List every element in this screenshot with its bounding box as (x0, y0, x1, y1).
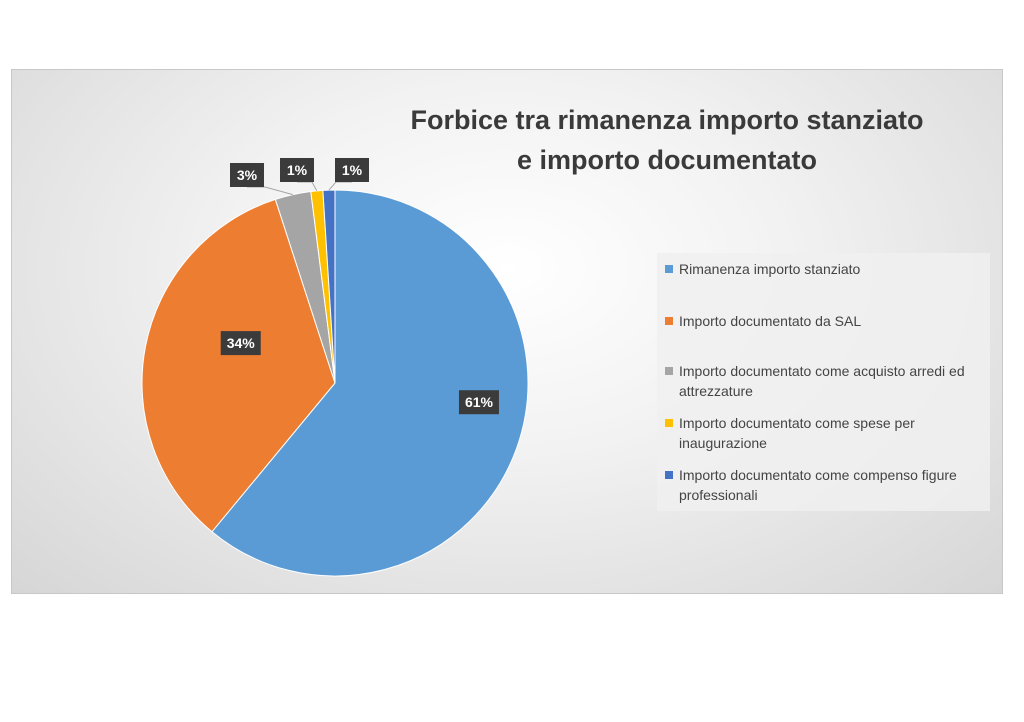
pie-slice-4 (322, 189, 336, 384)
legend-swatch-rimanenza (665, 265, 673, 273)
data-label-text-1: 34% (227, 335, 256, 351)
data-label-text-2: 3% (237, 167, 258, 183)
pie-slice-0 (211, 189, 529, 577)
legend-item-inaugurazione: Importo documentato come spese per inaug… (665, 413, 983, 453)
legend-label-sal: Importo documentato da SAL (679, 313, 862, 329)
leader-line-3 (297, 181, 318, 192)
chart-title-line-1: Forbice tra rimanenza importo stanziato (410, 105, 924, 135)
data-label-text-4: 1% (342, 162, 363, 178)
chart-title: Forbice tra rimanenza importo stanziato … (357, 100, 977, 180)
legend-swatch-inaugurazione (665, 419, 673, 427)
pie-chart: 61% 34% 3% 1% 1% (141, 158, 529, 577)
legend-label-rimanenza: Rimanenza importo stanziato (679, 261, 861, 277)
legend-label-inaugurazione: Importo documentato come spese per inaug… (679, 415, 915, 451)
chart-area: Forbice tra rimanenza importo stanziato … (11, 69, 1003, 594)
legend-label-arredi: Importo documentato come acquisto arredi… (679, 363, 965, 399)
leader-line-2 (247, 186, 294, 196)
legend-item-rimanenza: Rimanenza importo stanziato (665, 259, 983, 279)
legend-item-compenso: Importo documentato come compenso figure… (665, 465, 983, 505)
data-label-2: 3% (230, 163, 264, 187)
legend-item-sal: Importo documentato da SAL (665, 311, 983, 331)
leader-line-4 (328, 181, 352, 191)
pie-slice-1 (141, 198, 336, 533)
data-label-3: 1% (280, 158, 314, 182)
legend-item-arredi: Importo documentato come acquisto arredi… (665, 361, 983, 401)
legend: Rimanenza importo stanziato Importo docu… (657, 253, 990, 511)
data-label-0: 61% (458, 390, 499, 415)
chart-title-line-2: e importo documentato (516, 145, 817, 175)
legend-label-compenso: Importo documentato come compenso figure… (679, 467, 957, 503)
data-label-1: 34% (220, 331, 261, 356)
data-label-text-0: 61% (465, 394, 494, 410)
data-label-4: 1% (335, 158, 369, 182)
legend-swatch-arredi (665, 367, 673, 375)
legend-swatch-compenso (665, 471, 673, 479)
data-label-text-3: 1% (287, 162, 308, 178)
legend-swatch-sal (665, 317, 673, 325)
